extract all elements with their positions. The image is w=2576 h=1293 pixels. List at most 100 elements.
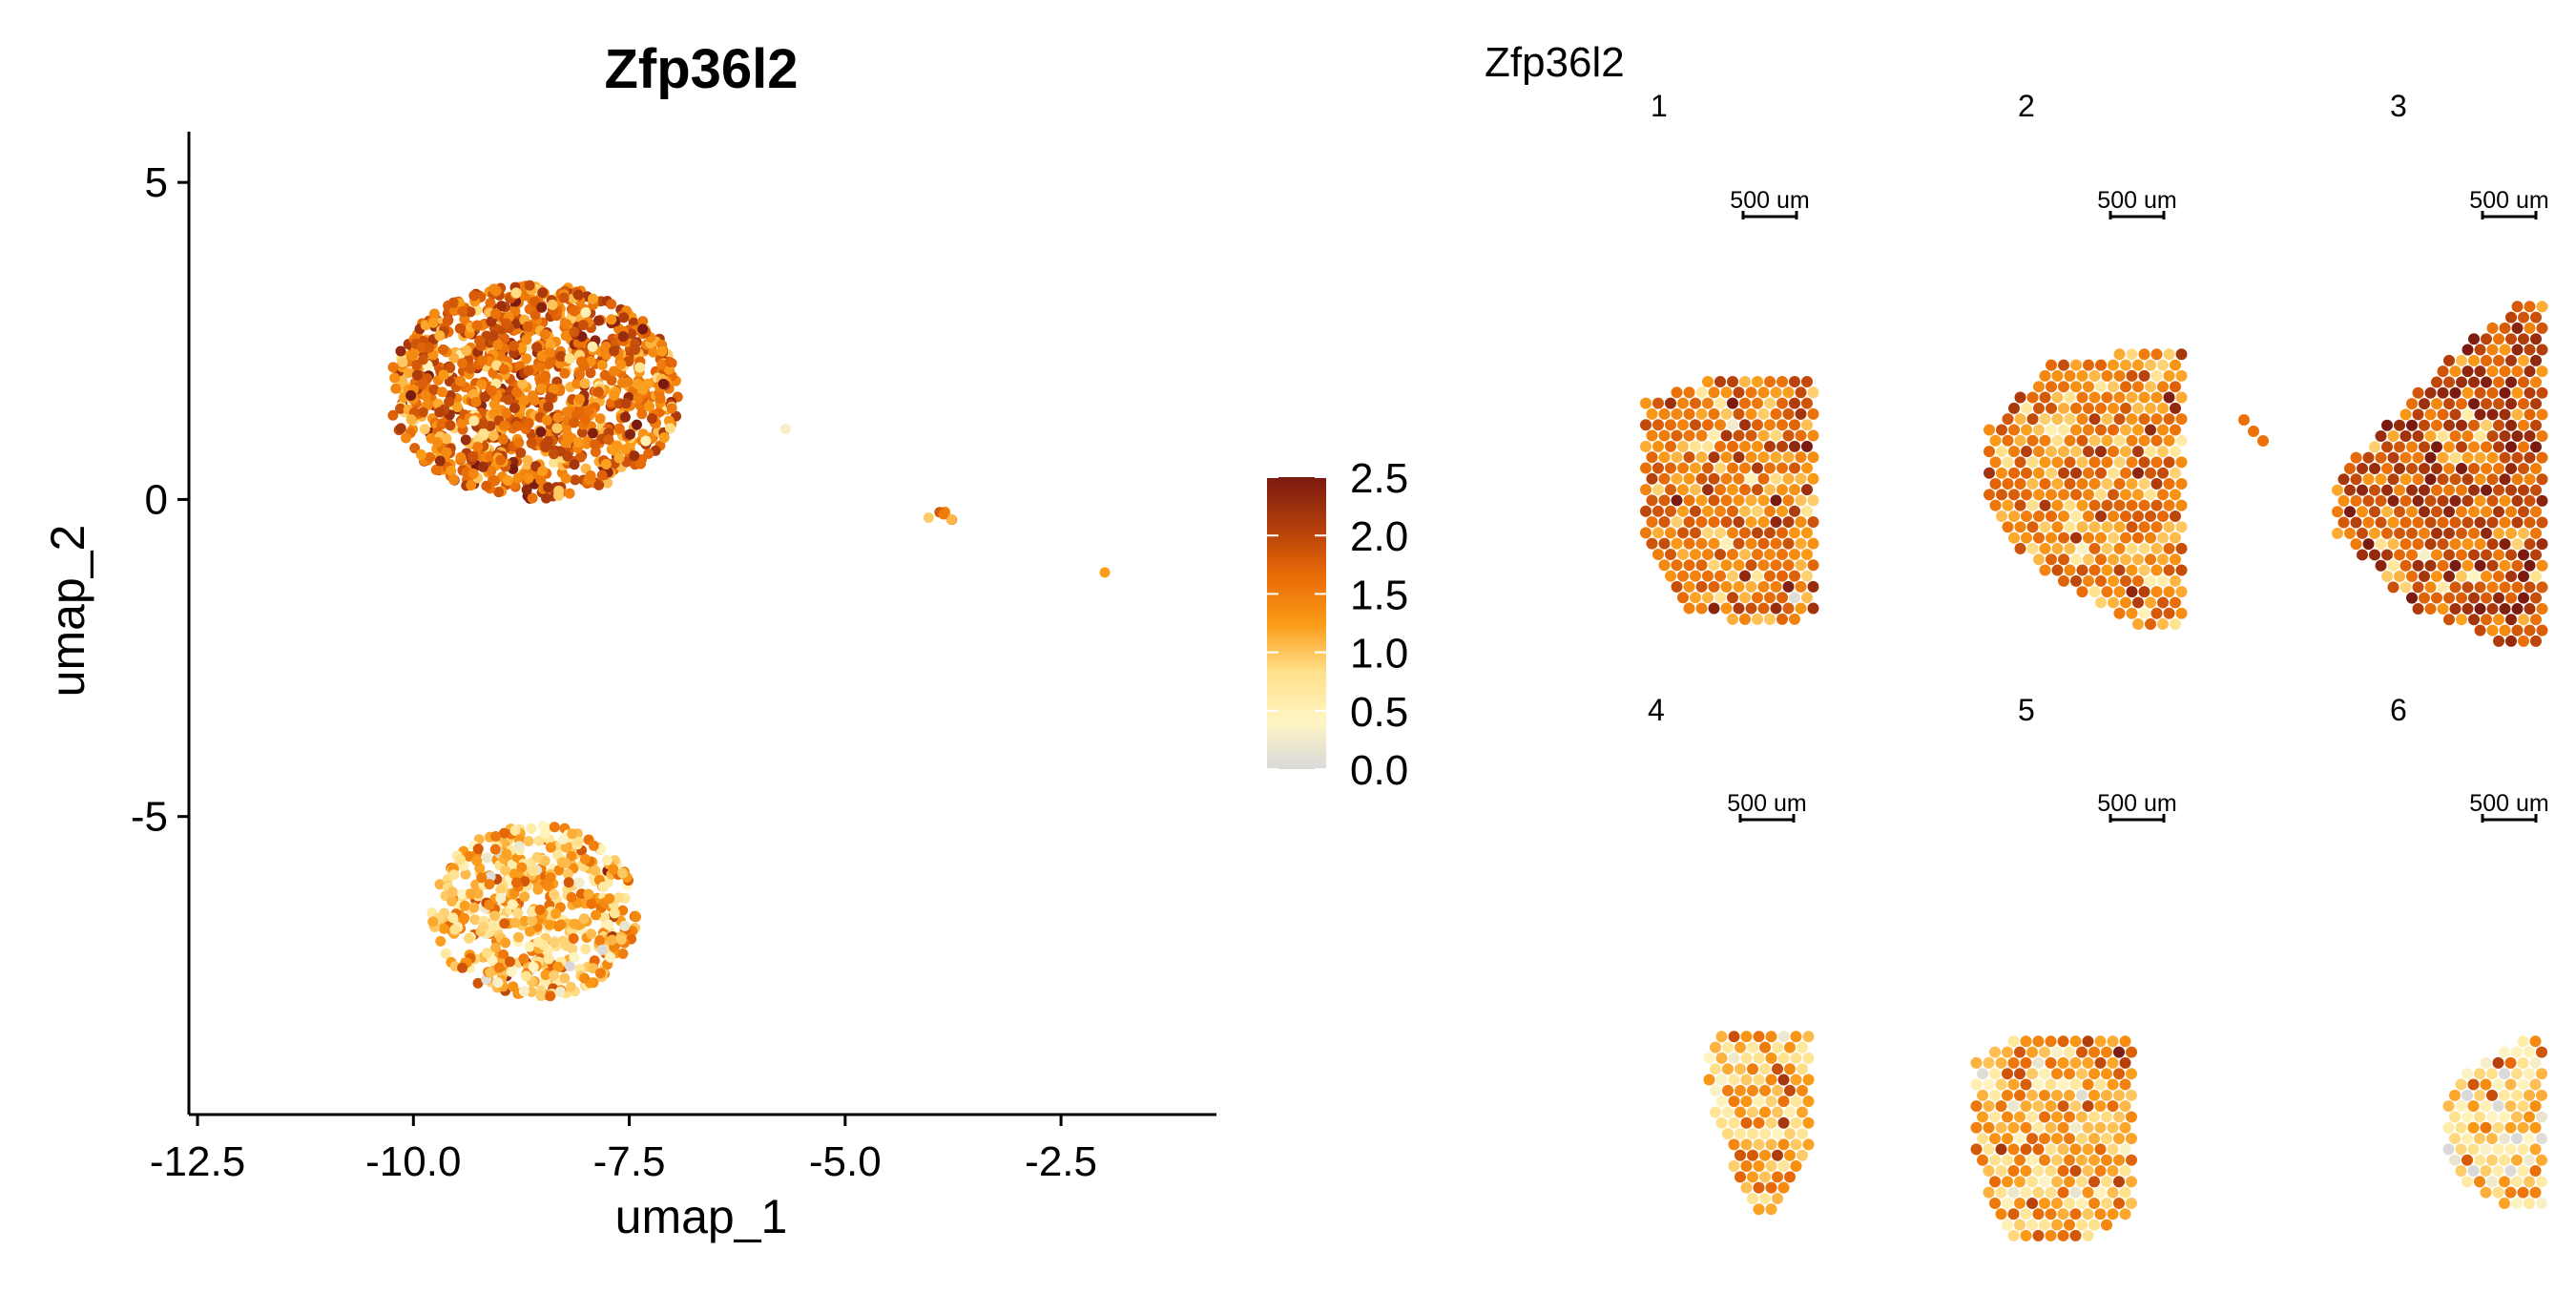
umap-point	[501, 407, 512, 419]
spatial-spot	[2170, 424, 2181, 436]
umap-point	[579, 853, 591, 865]
umap-point	[478, 428, 489, 439]
spatial-spot	[1671, 559, 1683, 572]
spatial-spot	[2424, 451, 2437, 464]
umap-point	[417, 407, 428, 418]
spatial-spot	[2032, 1035, 2045, 1048]
spatial-spot	[2051, 542, 2064, 554]
x-tick-label: -10.0	[365, 1138, 461, 1185]
spatial-spot	[2462, 516, 2474, 529]
spatial-spot	[2132, 596, 2144, 609]
spatial-spot	[1757, 580, 1770, 593]
umap-point	[636, 408, 648, 420]
spatial-spot	[1722, 1063, 1734, 1075]
umap-point	[510, 877, 522, 888]
spatial-spot	[2057, 1208, 2069, 1220]
spatial-spot	[2021, 446, 2032, 458]
spatial-spot	[2394, 506, 2405, 518]
spatial-spot	[1708, 407, 1720, 420]
spatial-spot	[2113, 478, 2126, 490]
spatial-spot	[2406, 506, 2418, 518]
spatial-spot	[2076, 521, 2088, 533]
spatial-spot	[1983, 1056, 1995, 1069]
spatial-spot	[2504, 1143, 2517, 1156]
umap-point	[515, 447, 527, 458]
spatial-spot	[1695, 429, 1708, 442]
spatial-spot	[2536, 1046, 2547, 1058]
umap-point	[640, 435, 652, 447]
spatial-spot	[1983, 1121, 1995, 1134]
spatial-spot	[1789, 440, 1800, 452]
spatial-spot	[1747, 1149, 1758, 1161]
umap-point	[561, 319, 572, 330]
spatial-spot	[1984, 467, 1995, 479]
spatial-spot	[2057, 1121, 2069, 1134]
spatial-spot	[2524, 1111, 2535, 1123]
umap-point	[609, 389, 620, 401]
spatial-spot	[1801, 548, 1813, 560]
spatial-spot	[2076, 586, 2088, 598]
spatial-spot	[1714, 505, 1726, 517]
spatial-spot	[1665, 484, 1676, 496]
spatial-spot	[2524, 494, 2536, 507]
spatial-spot	[1671, 580, 1683, 593]
umap-point	[485, 967, 496, 978]
spatial-spot	[1757, 516, 1770, 529]
umap-point	[489, 910, 501, 922]
spatial-spot	[1996, 467, 2007, 479]
umap-point	[619, 411, 631, 423]
spatial-spot	[2101, 1154, 2112, 1166]
spatial-spot	[2113, 564, 2126, 576]
umap-point	[646, 413, 657, 425]
spatial-spot	[2088, 413, 2101, 426]
spatial-spot	[2437, 365, 2449, 378]
spatial-spot	[2499, 430, 2511, 443]
spatial-spot	[2387, 494, 2399, 507]
spatial-spot	[2157, 510, 2169, 522]
umap-point	[455, 451, 467, 463]
umap-point	[510, 287, 522, 299]
spatial-spot	[1727, 397, 1738, 409]
spatial-spot	[1735, 1128, 1746, 1140]
spatial-spot	[1789, 419, 1800, 431]
spatial-spot	[1770, 537, 1782, 550]
spatial-spot	[2026, 1089, 2038, 1101]
spatial-spot	[2113, 586, 2126, 598]
umap-point	[605, 951, 616, 963]
spatial-spot	[2126, 1133, 2137, 1145]
spatial-spot	[2468, 376, 2480, 388]
spatial-spot	[1772, 1149, 1783, 1161]
spatial-spot	[2394, 527, 2405, 539]
spatial-spot	[1739, 548, 1751, 560]
scale-bar-label: 500 um	[2097, 790, 2176, 817]
spatial-spot	[2505, 549, 2517, 561]
spatial-spot	[2039, 1154, 2050, 1166]
spatial-spot	[2070, 467, 2082, 479]
spatial-spot	[2088, 369, 2101, 382]
umap-point	[438, 344, 449, 355]
spatial-spot	[2462, 408, 2474, 421]
spatial-spot	[2492, 1165, 2504, 1178]
spatial-spot	[1757, 472, 1770, 485]
spatial-spot	[1727, 440, 1738, 452]
spatial-spot	[2126, 499, 2138, 511]
spatial-spot	[2045, 1143, 2057, 1156]
spatial-spot	[2095, 446, 2107, 458]
spatial-spot	[2064, 1219, 2075, 1231]
umap-y-axis-label: umap_2	[41, 525, 94, 698]
umap-point	[543, 401, 554, 412]
umap-point	[590, 439, 601, 450]
spatial-spot	[2058, 574, 2069, 587]
spatial-spot	[1671, 494, 1683, 507]
spatial-spot	[2039, 1197, 2050, 1209]
spatial-spot	[2474, 1133, 2485, 1145]
spatial-spot	[2419, 462, 2430, 474]
spatial-spot	[2505, 311, 2517, 323]
spatial-spot	[1720, 559, 1733, 572]
spatial-spot	[2064, 1133, 2075, 1145]
spatial-spot	[2399, 516, 2412, 529]
spatial-spot	[2026, 1068, 2038, 1080]
spatial-spot	[2126, 478, 2138, 490]
spatial-spot	[2002, 521, 2014, 533]
spatial-spot	[1690, 505, 1701, 517]
